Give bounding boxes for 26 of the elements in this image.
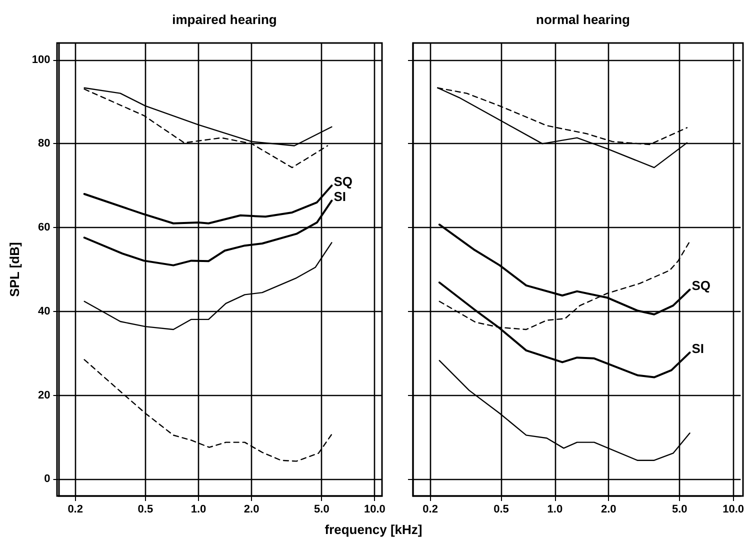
x-tick-label: 0.5 xyxy=(494,504,509,516)
y-tick-label: 80 xyxy=(38,138,50,150)
x-tick-label: 0.2 xyxy=(68,504,83,516)
x-tick-label: 10.0 xyxy=(722,504,744,516)
x-tick-label: 1.0 xyxy=(190,504,206,516)
chart-title: impaired hearing xyxy=(172,12,277,27)
y-tick-label: 0 xyxy=(44,473,50,486)
x-axis-title: frequency [kHz] xyxy=(324,522,424,537)
x-tick-label: 0.5 xyxy=(138,504,154,516)
x-tick-label: 2.0 xyxy=(244,504,260,516)
x-tick-label: 2.0 xyxy=(600,504,616,516)
series-label: SQ xyxy=(334,174,352,190)
y-axis-title: SPL [dB] xyxy=(7,242,22,297)
series-label: SI xyxy=(692,341,704,356)
chart-title: normal hearing xyxy=(536,12,630,27)
x-tick-label: 10.0 xyxy=(364,504,386,516)
x-tick-label: 1.0 xyxy=(547,504,563,516)
y-tick-label: 20 xyxy=(38,389,50,402)
series-label: SI xyxy=(334,189,346,204)
y-tick-label: 40 xyxy=(38,305,50,318)
x-tick-label: 5.0 xyxy=(314,504,330,516)
y-tick-label: 60 xyxy=(38,222,50,234)
x-tick-label: 0.2 xyxy=(422,504,438,516)
y-tick-label: 100 xyxy=(32,54,50,66)
x-tick-label: 5.0 xyxy=(672,504,688,516)
series-label: SQ xyxy=(692,278,711,294)
